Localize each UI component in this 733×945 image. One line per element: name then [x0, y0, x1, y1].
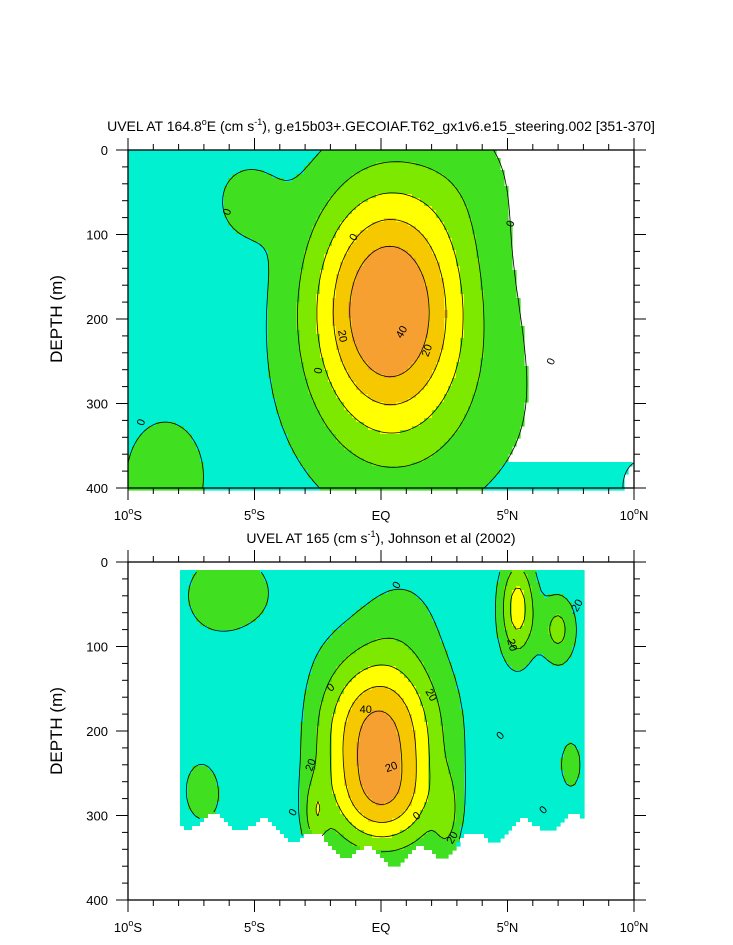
y-tick-label: 400: [86, 893, 108, 908]
y-tick-label: 100: [86, 640, 108, 655]
contour-label-text: 0: [504, 219, 517, 229]
contour-label: 20: [384, 760, 400, 775]
contour-label-text: 20: [384, 760, 400, 775]
contour-line-40: [357, 710, 403, 805]
contour-label: 40: [394, 324, 411, 341]
panel-title: UVEL AT 165 (cm s-1), Johnson et al (200…: [246, 529, 515, 546]
contour-label-text: 0: [312, 367, 325, 375]
x-tick-label: 5oN: [497, 506, 519, 523]
axis-ticks: [116, 550, 646, 912]
x-tick-label: 10oN: [620, 918, 649, 935]
x-tick-label: 10oS: [114, 506, 142, 523]
contour-label: 0: [287, 807, 300, 818]
contour-line-0: [127, 149, 635, 489]
contour-label: 20: [420, 343, 435, 359]
contour-line-10: [297, 161, 485, 468]
contour-line-40: [349, 245, 430, 378]
contour-label-text: 20: [504, 638, 519, 653]
contour-label-text: 20: [335, 329, 349, 343]
y-tick-label: 0: [101, 143, 108, 158]
contour-label-text: 0: [221, 207, 234, 217]
contour-label-text: 20: [422, 687, 439, 704]
contour-label-text: 0: [287, 807, 300, 818]
axis-ticks: [116, 138, 646, 500]
y-tick-label: 0: [101, 555, 108, 570]
x-tick-label: 5oS: [244, 918, 265, 935]
contour-fill: [128, 570, 585, 867]
y-tick-label: 200: [86, 724, 108, 739]
contour-label-text: 0: [545, 356, 558, 367]
panel-title: UVEL AT 164.8oE (cm s-1), g.e15b03+.GECO…: [107, 117, 655, 134]
contour-label: 20: [422, 687, 439, 704]
y-axis-label: DEPTH (m): [47, 275, 66, 363]
x-tick-label: EQ: [372, 508, 391, 523]
contour-label: 0: [504, 219, 517, 229]
contour-line-20: [316, 192, 464, 434]
contour-label: 0: [135, 418, 148, 428]
y-tick-label: 200: [86, 312, 108, 327]
x-tick-label: EQ: [372, 920, 391, 935]
x-tick-label: 5oN: [497, 918, 519, 935]
contour-label: 20: [335, 329, 349, 343]
contour-label: 0: [347, 232, 360, 243]
contour-label: 0: [312, 367, 325, 375]
contour-label-text: 20: [444, 830, 461, 847]
contour-label-text: 0: [390, 580, 403, 591]
contour-line-20: [315, 587, 526, 838]
contour-line-30: [342, 686, 417, 823]
contour-label: 20: [444, 830, 461, 847]
contour-label: 0: [390, 580, 403, 591]
contour-label: 0: [545, 356, 558, 367]
y-tick-label: 100: [86, 228, 108, 243]
y-tick-label: 300: [86, 809, 108, 824]
contour-line-30: [332, 219, 447, 406]
contour-line-10: [306, 571, 566, 853]
contour-label-text: 20: [420, 343, 435, 359]
x-tick-label: 10oS: [114, 918, 142, 935]
contour-label-text: 0: [347, 232, 360, 243]
contour-label-text: 40: [360, 704, 372, 716]
contour-label: 40: [360, 704, 372, 716]
contour-fill: [128, 150, 633, 491]
contour-label: 0: [221, 207, 234, 217]
contour-label: 20: [303, 757, 318, 773]
y-tick-label: 300: [86, 397, 108, 412]
x-tick-label: 10oN: [620, 506, 649, 523]
contour-line-0: [185, 571, 581, 840]
x-tick-label: 5oS: [244, 506, 265, 523]
y-tick-label: 400: [86, 481, 108, 496]
contour-label-text: 0: [135, 418, 148, 428]
contour-label-text: 20: [303, 757, 318, 773]
y-axis-label: DEPTH (m): [47, 687, 66, 775]
contour-label: 20: [504, 638, 519, 653]
contour-label-text: 40: [394, 324, 411, 341]
